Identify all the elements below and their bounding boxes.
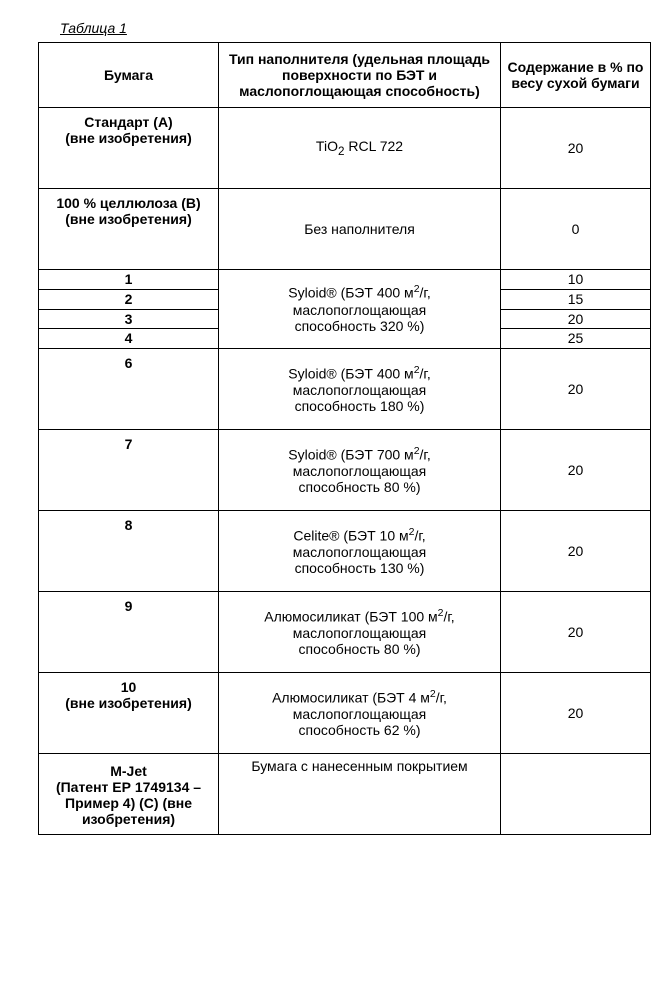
- cell-filler: Без наполнителя: [219, 189, 501, 270]
- cell-content: 10: [501, 270, 651, 290]
- col-header-filler: Тип наполнителя (удельная площадь поверх…: [219, 43, 501, 108]
- cell-paper: M-Jet (Патент ЕР 1749134 – Пример 4) (С)…: [39, 754, 219, 835]
- table-row: 100 % целлюлоза (В) (вне изобретения) Бе…: [39, 189, 651, 270]
- table-row: 7 Syloid® (БЭТ 700 м2/г, маслопоглощающа…: [39, 430, 651, 511]
- cell-content: 20: [501, 673, 651, 754]
- cell-paper: 8: [39, 511, 219, 592]
- cell-paper: 4: [39, 329, 219, 349]
- cell-paper: 6: [39, 349, 219, 430]
- cell-filler-merged: Syloid® (БЭТ 400 м2/г, маслопоглощающая …: [219, 270, 501, 349]
- table-caption: Таблица 1: [60, 20, 649, 36]
- table-row: 8 Celite® (БЭТ 10 м2/г, маслопоглощающая…: [39, 511, 651, 592]
- cell-content: 20: [501, 108, 651, 189]
- table-1: Бумага Тип наполнителя (удельная площадь…: [38, 42, 651, 835]
- cell-content: 0: [501, 189, 651, 270]
- cell-paper: 3: [39, 309, 219, 329]
- cell-content: 20: [501, 349, 651, 430]
- table-row: Стандарт (А) (вне изобретения) TiO2 RCL …: [39, 108, 651, 189]
- cell-content: 25: [501, 329, 651, 349]
- col-header-content: Содержание в % по весу сухой бумаги: [501, 43, 651, 108]
- cell-paper: 7: [39, 430, 219, 511]
- cell-filler: Syloid® (БЭТ 700 м2/г, маслопоглощающая …: [219, 430, 501, 511]
- cell-content: [501, 754, 651, 835]
- table-row: 1 Syloid® (БЭТ 400 м2/г, маслопоглощающа…: [39, 270, 651, 290]
- cell-paper: 100 % целлюлоза (В) (вне изобретения): [39, 189, 219, 270]
- cell-filler: Celite® (БЭТ 10 м2/г, маслопоглощающая с…: [219, 511, 501, 592]
- cell-content: 20: [501, 592, 651, 673]
- cell-filler: Syloid® (БЭТ 400 м2/г, маслопоглощающая …: [219, 349, 501, 430]
- cell-filler: Алюмосиликат (БЭТ 4 м2/г, маслопоглощающ…: [219, 673, 501, 754]
- cell-paper: 1: [39, 270, 219, 290]
- table-header-row: Бумага Тип наполнителя (удельная площадь…: [39, 43, 651, 108]
- cell-paper: Стандарт (А) (вне изобретения): [39, 108, 219, 189]
- cell-paper: 2: [39, 289, 219, 309]
- table-row: 6 Syloid® (БЭТ 400 м2/г, маслопоглощающа…: [39, 349, 651, 430]
- cell-filler: Алюмосиликат (БЭТ 100 м2/г, маслопоглоща…: [219, 592, 501, 673]
- table-row: M-Jet (Патент ЕР 1749134 – Пример 4) (С)…: [39, 754, 651, 835]
- cell-content: 20: [501, 511, 651, 592]
- cell-filler: Бумага с нанесенным покрытием: [219, 754, 501, 835]
- cell-content: 20: [501, 430, 651, 511]
- cell-filler: TiO2 RCL 722: [219, 108, 501, 189]
- cell-paper: 10 (вне изобретения): [39, 673, 219, 754]
- cell-paper: 9: [39, 592, 219, 673]
- cell-content: 20: [501, 309, 651, 329]
- table-row: 9 Алюмосиликат (БЭТ 100 м2/г, маслопогло…: [39, 592, 651, 673]
- col-header-paper: Бумага: [39, 43, 219, 108]
- table-row: 10 (вне изобретения) Алюмосиликат (БЭТ 4…: [39, 673, 651, 754]
- cell-content: 15: [501, 289, 651, 309]
